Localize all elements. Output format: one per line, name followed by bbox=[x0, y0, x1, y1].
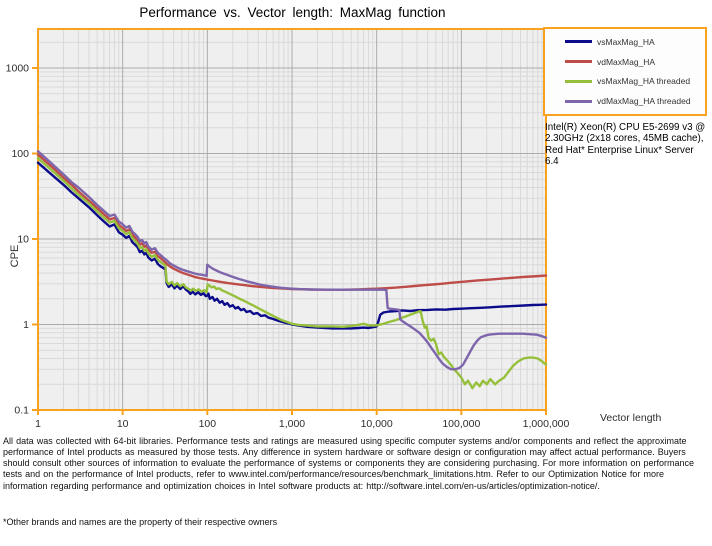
y-tick-label: 10 bbox=[17, 234, 29, 246]
legend-label: vdMaxMag_HA bbox=[597, 56, 656, 67]
plot-border bbox=[37, 28, 547, 411]
y-tick-label: 100 bbox=[11, 148, 29, 160]
y-axis-title: CPE bbox=[9, 244, 21, 268]
legend-line-swatch bbox=[565, 79, 592, 83]
legend-item-vsMaxMag_HA: vsMaxMag_HA bbox=[565, 37, 703, 47]
x-tick-label: 1,000 bbox=[279, 418, 305, 430]
chart-title: Performance vs. Vector length: MaxMag fu… bbox=[139, 5, 446, 20]
x-tick-label: 1 bbox=[35, 418, 41, 430]
y-tick-label: 0.1 bbox=[14, 405, 29, 417]
legend-label: vsMaxMag_HA bbox=[597, 36, 655, 47]
legend-item-vdMaxMag_HA: vdMaxMag_HA bbox=[565, 57, 703, 67]
x-tick-label: 100,000 bbox=[442, 418, 480, 430]
x-tick-label: 10 bbox=[117, 418, 129, 430]
x-axis-title: Vector length bbox=[600, 412, 662, 424]
plot-svg: 1 10 100 1,000 10,000 100,000 1,000,000 0.1 1 10 1… bbox=[6, 28, 570, 430]
series-line-vsMaxMag_HA bbox=[36, 161, 548, 330]
legend-label: vsMaxMag_HA threaded bbox=[597, 76, 691, 87]
system-info-text: Intel(R) Xeon(R) CPU E5-2699 v3 @ 2.30GH… bbox=[545, 122, 706, 168]
legend-label: vdMaxMag_HA threaded bbox=[597, 96, 691, 107]
y-tick-label: 1000 bbox=[6, 63, 30, 75]
legend-item-vsMaxMag_HA-threaded: vsMaxMag_HA threaded bbox=[565, 76, 703, 86]
legend-line-swatch bbox=[565, 99, 592, 103]
legend-line-swatch bbox=[565, 40, 592, 44]
x-tick-label: 10,000 bbox=[361, 418, 393, 430]
series-line-vdMaxMag_HA-threaded bbox=[36, 150, 548, 371]
x-tick-label: 100 bbox=[199, 418, 217, 430]
series-line-vsMaxMag_HA-threaded bbox=[36, 157, 548, 390]
legend-line-swatch bbox=[565, 60, 592, 64]
y-tick-label: 1 bbox=[23, 319, 29, 331]
disclaimer-text: All data was collected with 64-bit libra… bbox=[3, 436, 695, 491]
series-line-vdMaxMag_HA bbox=[36, 153, 548, 291]
x-tick-label: 1,000,000 bbox=[523, 418, 570, 430]
trademark-note: *Other brands and names are the property… bbox=[3, 517, 278, 527]
legend: vsMaxMag_HA vdMaxMag_HA vsMaxMag_HA thread… bbox=[543, 27, 707, 116]
legend-item-vdMaxMag_HA-threaded: vdMaxMag_HA threaded bbox=[565, 96, 703, 106]
